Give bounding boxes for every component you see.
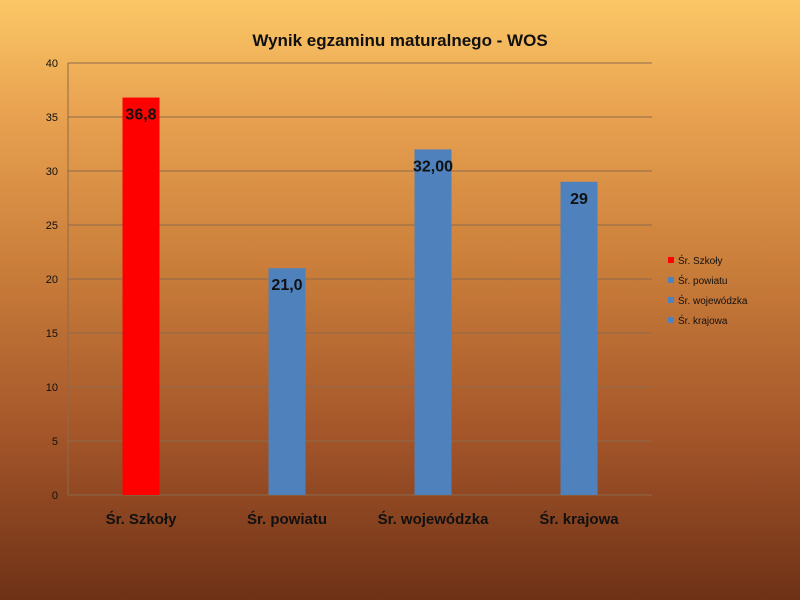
bar	[268, 268, 306, 495]
y-tick-label: 40	[46, 58, 58, 70]
data-label: 29	[570, 191, 588, 208]
y-tick-label: 35	[46, 112, 58, 124]
legend-swatch	[668, 277, 674, 283]
x-axis-categories: Śr. Szkoły Śr. powiatu Śr. wojewódzka Śr. k…	[106, 510, 620, 528]
legend-entry: Śr. krajowa	[678, 314, 728, 327]
legend-swatch	[668, 257, 674, 263]
data-label: 21,0	[271, 277, 302, 294]
legend-swatch	[668, 297, 674, 303]
chart-title: Wynik egzaminu maturalnego - WOS	[252, 31, 547, 50]
y-tick-label: 10	[46, 382, 58, 394]
bar	[122, 97, 160, 495]
data-label: 36,8	[125, 107, 156, 124]
y-tick-label: 30	[46, 166, 58, 178]
bar	[414, 149, 452, 495]
legend-entry: Śr. powiatu	[678, 274, 727, 287]
y-tick-label: 20	[46, 274, 58, 286]
legend-entry: Śr. wojewódzka	[678, 294, 748, 307]
x-category-label: Śr. wojewódzka	[378, 510, 490, 528]
data-labels: 36,8 21,0 32,00 29	[125, 107, 588, 295]
legend: Śr. Szkoły Śr. powiatu Śr. wojewódzka Śr. k…	[668, 254, 748, 327]
data-label: 32,00	[413, 158, 453, 175]
x-category-label: Śr. krajowa	[539, 510, 619, 528]
y-tick-label: 0	[52, 490, 58, 502]
x-category-label: Śr. Szkoły	[106, 510, 178, 528]
legend-swatch	[668, 317, 674, 323]
bars	[122, 97, 598, 496]
y-tick-label: 15	[46, 328, 58, 340]
legend-entry: Śr. Szkoły	[678, 254, 722, 267]
gridlines	[67, 62, 652, 496]
y-tick-label: 5	[52, 436, 58, 448]
x-category-label: Śr. powiatu	[247, 510, 327, 528]
y-tick-label: 25	[46, 220, 58, 232]
y-axis-ticks: 0 5 10 15 20 25 30 35 40	[46, 58, 58, 502]
bar	[560, 181, 598, 496]
